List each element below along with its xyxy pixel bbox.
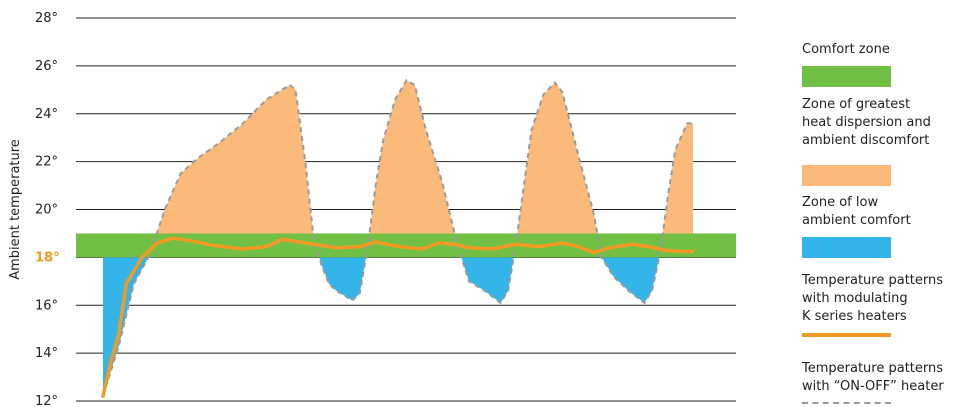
legend-modulating-label: Temperature patterns with modulating K s…: [802, 273, 944, 324]
legend-dispersion-label: Zone of greatest heat dispersion and amb…: [802, 97, 931, 148]
zone-areas: [103, 80, 693, 397]
temperature-chart: 12° 14° 16° 18° 20° 22° 24° 26° 28° Ambient temp…: [8, 11, 736, 407]
modulating-heater-line: [101, 236, 695, 398]
legend-low-swatch: [802, 237, 891, 258]
y-tick-label: 20°: [35, 203, 58, 218]
legend: Comfort zone Zone of greatest heat dispe…: [802, 0, 954, 407]
y-axis-label: Ambient temperature: [8, 139, 23, 280]
legend-modulating-line: [802, 333, 891, 337]
legend-low-label: Zone of low ambient comfort: [802, 195, 911, 228]
y-tick-label: 24°: [35, 107, 58, 122]
legend-comfort-swatch: [802, 66, 891, 87]
y-tick-label: 26°: [35, 59, 58, 74]
legend-dispersion-swatch: [802, 165, 891, 186]
y-axis-ticks: 12° 14° 16° 18° 20° 22° 24° 26° 28°: [35, 11, 60, 407]
y-tick-label: 16°: [35, 298, 58, 313]
legend-onoff-label: Temperature patterns with “ON-OFF” heate…: [802, 361, 944, 394]
y-tick-label: 18°: [35, 250, 60, 265]
y-tick-label: 22°: [35, 155, 58, 170]
dispersion-zone-area: [156, 80, 693, 234]
low-comfort-zone-area: [103, 257, 693, 397]
y-tick-label: 14°: [35, 346, 58, 361]
comfort-zone-band: [76, 233, 736, 258]
y-tick-label: 12°: [35, 394, 58, 407]
y-tick-label: 28°: [35, 11, 58, 26]
legend-comfort-label: Comfort zone: [802, 42, 890, 57]
legend-onoff-dashed-line: [802, 402, 891, 404]
temperature-lines: [101, 78, 695, 398]
onoff-heater-line: [102, 78, 693, 397]
comfort-band: [76, 233, 736, 258]
